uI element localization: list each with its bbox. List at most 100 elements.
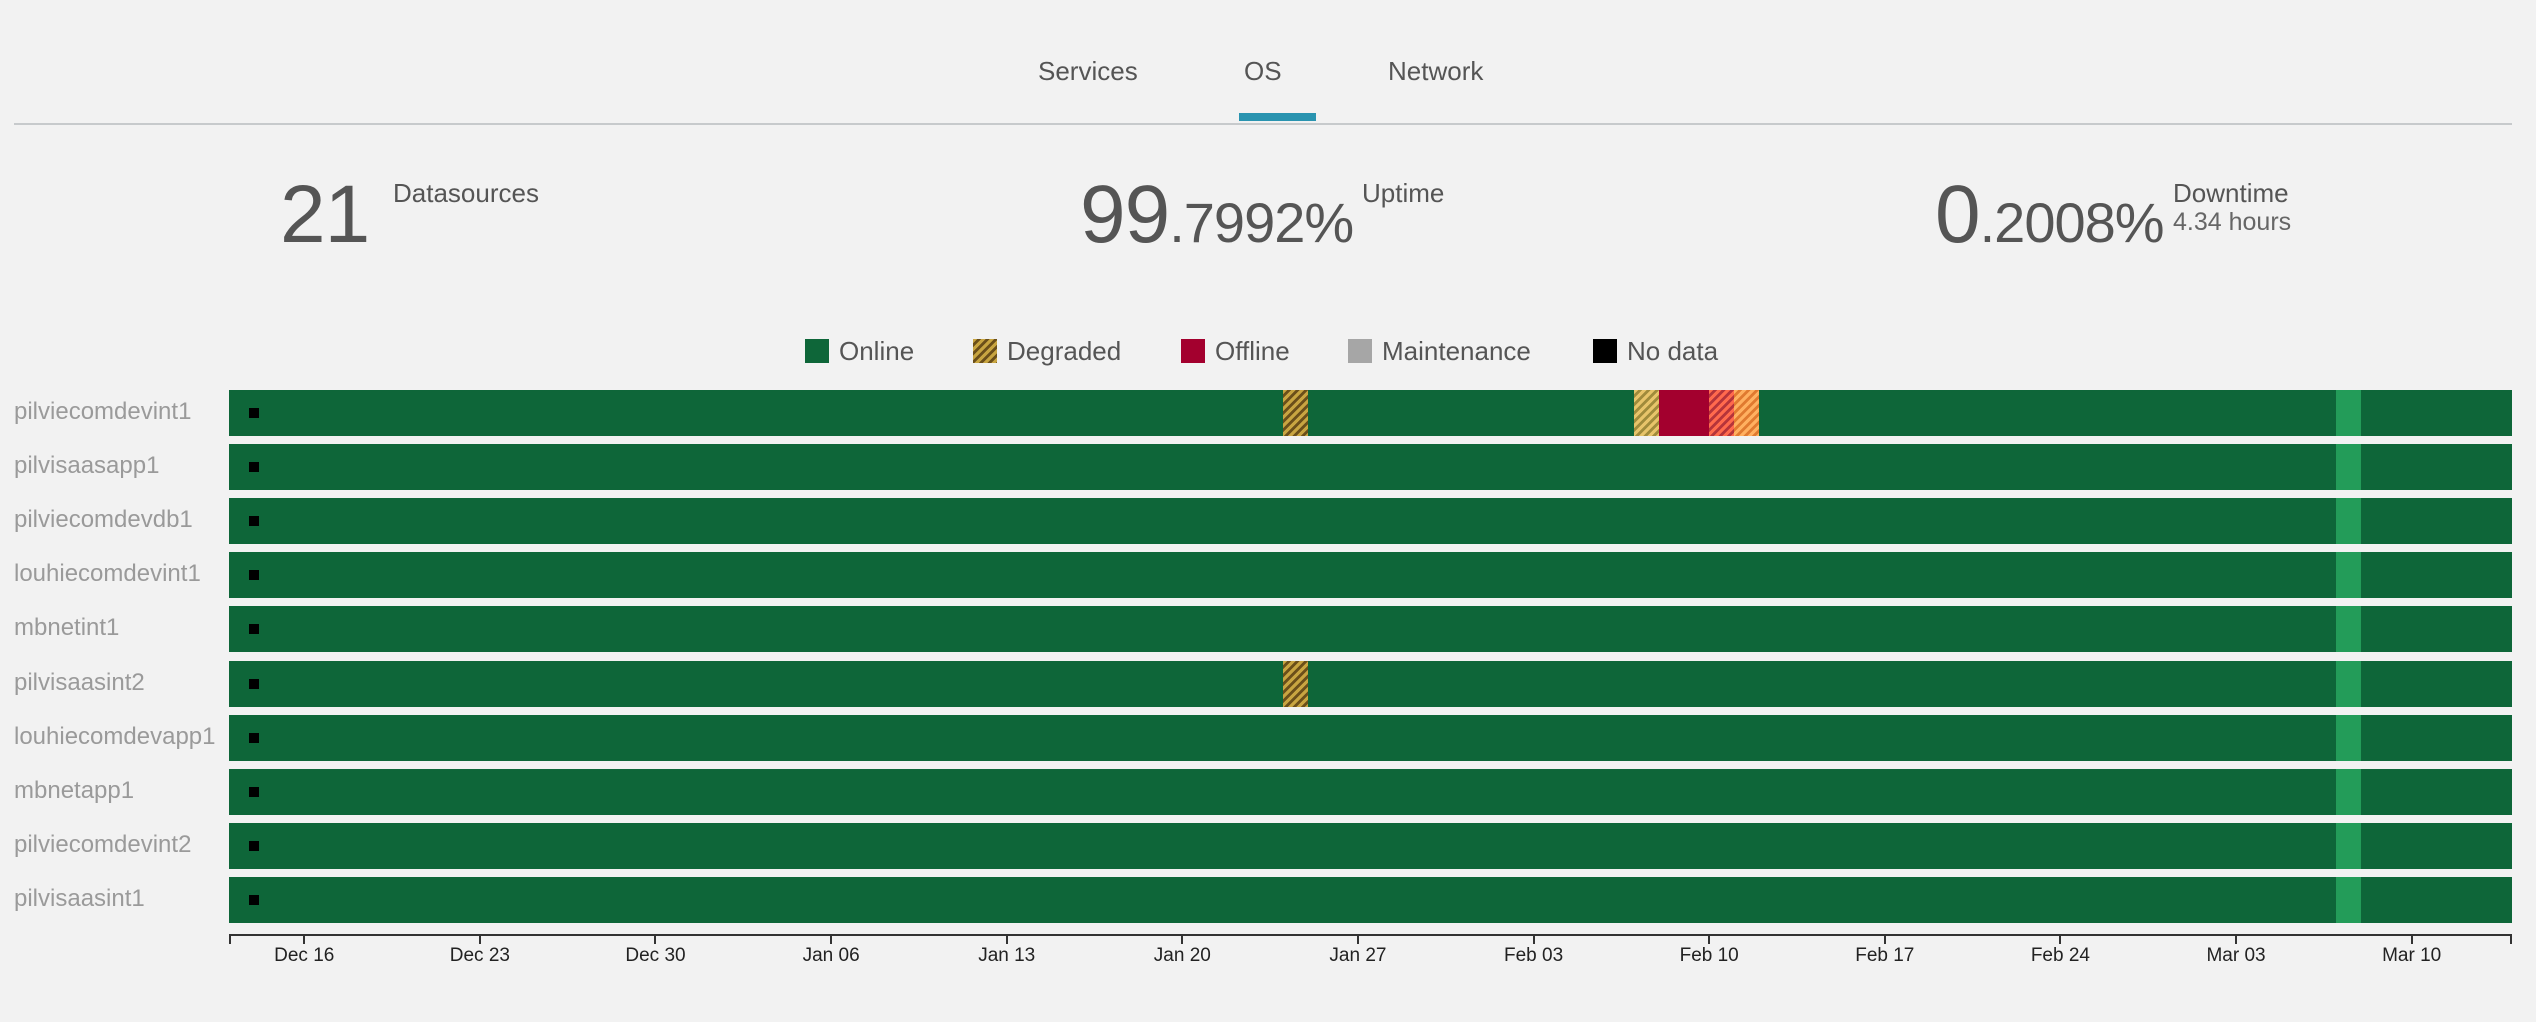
active-tab-indicator: [1239, 113, 1316, 121]
status-bar-pilvisaasint2[interactable]: [229, 660, 2512, 707]
legend-offline-label: Offline: [1215, 335, 1290, 366]
no-data-marker: [249, 786, 260, 797]
axis-tick: [1708, 934, 1711, 944]
x-axis: [229, 934, 2512, 936]
row-label-louhiecomdevapp1: louhiecomdevapp1: [14, 722, 216, 750]
tab-bar: Services OS Network: [14, 0, 2512, 125]
status-bar-pilviecomdevint1[interactable]: [229, 390, 2512, 436]
current-period-segment: [2336, 768, 2362, 815]
no-data-swatch: [1593, 339, 1617, 363]
axis-tick-label: Feb 10: [1679, 945, 1739, 966]
axis-tick-label: Feb 24: [2030, 945, 2090, 966]
axis-tick-label: Jan 20: [1153, 945, 1211, 966]
online-swatch: [805, 339, 829, 363]
legend-no-data-label: No data: [1627, 335, 1719, 366]
row-label-mbnetapp1: mbnetapp1: [14, 776, 135, 804]
uptime-label: Uptime: [1362, 178, 1445, 208]
row-label-pilviecomdevdb1: pilviecomdevdb1: [14, 506, 193, 534]
axis-tick-label: Mar 10: [2382, 945, 2442, 966]
axis-tick: [478, 934, 481, 944]
status-bar-pilvisaasapp1[interactable]: [229, 444, 2512, 491]
status-bar-pilviecomdevdb1[interactable]: [229, 498, 2512, 545]
downtime-hours: 4.34 hours: [2173, 208, 2292, 236]
current-period-segment: [2336, 876, 2362, 923]
row-label-pilviecomdevint1: pilviecomdevint1: [14, 398, 192, 425]
legend-maintenance-label: Maintenance: [1382, 335, 1531, 366]
offline-swatch: [1181, 339, 1205, 363]
uptime-value: 99.7992%: [1080, 169, 1354, 260]
axis-tick: [1532, 934, 1535, 944]
no-data-marker: [249, 462, 260, 473]
legend-no-data: No data: [1593, 336, 1718, 366]
no-data-marker: [249, 516, 260, 527]
tab-network[interactable]: Network: [1388, 56, 1484, 86]
maintenance-swatch: [1348, 339, 1372, 363]
axis-tick: [2235, 934, 2238, 944]
row-label-louhiecomdevint1: louhiecomdevint1: [14, 560, 201, 588]
current-period-segment: [2336, 660, 2362, 707]
current-period-segment: [2336, 822, 2362, 869]
status-bar-louhiecomdevapp1[interactable]: [229, 714, 2512, 761]
row-label-pilvisaasint2: pilvisaasint2: [14, 668, 145, 696]
no-data-marker: [249, 678, 260, 689]
row-label-mbnetint1: mbnetint1: [14, 614, 120, 642]
legend-degraded: Degraded: [973, 336, 1121, 366]
current-period-segment: [2336, 606, 2362, 653]
axis-tick-label: Jan 13: [978, 945, 1036, 966]
tab-os[interactable]: OS: [1244, 56, 1282, 86]
row-label-pilvisaasapp1: pilvisaasapp1: [14, 452, 160, 480]
current-period-segment: [2336, 390, 2362, 436]
status-bar-louhiecomdevint1[interactable]: [229, 552, 2512, 599]
no-data-marker: [249, 732, 260, 743]
current-period-segment: [2336, 714, 2362, 761]
status-bar-pilviecomdevint2[interactable]: [229, 822, 2512, 869]
axis-tick: [1181, 934, 1184, 944]
status-bar-mbnetapp1[interactable]: [229, 768, 2512, 815]
legend-online: Online: [805, 336, 914, 366]
axis-end-tick: [229, 934, 231, 944]
axis-end-tick: [2510, 934, 2512, 944]
axis-tick: [830, 934, 833, 944]
axis-tick: [303, 934, 306, 944]
tab-services[interactable]: Services: [1038, 56, 1138, 86]
degraded-moderate-segment[interactable]: [1734, 390, 1760, 436]
degraded-major-segment[interactable]: [1709, 390, 1735, 436]
row-label-pilvisaasint1: pilvisaasint1: [14, 884, 145, 912]
axis-tick-label: Jan 27: [1329, 945, 1387, 966]
degraded-minor-segment[interactable]: [1633, 390, 1659, 436]
axis-tick-label: Dec 30: [625, 945, 686, 966]
current-period-segment: [2336, 444, 2362, 491]
downtime-value: 0.2008%: [1935, 169, 2165, 260]
status-bar-mbnetint1[interactable]: [229, 606, 2512, 653]
downtime-label: Downtime: [2173, 178, 2289, 208]
current-period-segment: [2336, 552, 2362, 599]
axis-tick-label: Feb 03: [1503, 945, 1564, 966]
no-data-marker: [249, 570, 260, 581]
legend-online-label: Online: [839, 335, 915, 366]
degraded-segment[interactable]: [1282, 660, 1308, 707]
axis-tick-label: Dec 16: [274, 945, 335, 966]
status-bar-pilvisaasint1[interactable]: [229, 876, 2512, 923]
axis-tick: [654, 934, 657, 944]
axis-tick: [1356, 934, 1359, 944]
no-data-marker: [249, 894, 260, 905]
datasources-label: Datasources: [393, 178, 539, 208]
no-data-marker: [249, 408, 260, 418]
axis-tick: [1005, 934, 1008, 944]
degraded-segment[interactable]: [1282, 390, 1308, 436]
row-label-pilviecomdevint2: pilviecomdevint2: [14, 830, 192, 858]
legend-maintenance: Maintenance: [1348, 336, 1531, 366]
legend-degraded-label: Degraded: [1007, 335, 1122, 366]
legend-offline: Offline: [1181, 336, 1290, 366]
axis-tick-label: Dec 23: [449, 945, 510, 966]
axis-tick-label: Feb 17: [1855, 945, 1915, 966]
offline-segment[interactable]: [1659, 390, 1710, 436]
axis-tick: [2410, 934, 2413, 944]
axis-tick-label: Jan 06: [802, 945, 860, 966]
no-data-marker: [249, 840, 260, 851]
no-data-marker: [249, 624, 260, 635]
axis-tick: [2059, 934, 2062, 944]
current-period-segment: [2336, 498, 2362, 545]
axis-tick: [1883, 934, 1886, 944]
axis-tick-label: Mar 03: [2206, 945, 2266, 966]
